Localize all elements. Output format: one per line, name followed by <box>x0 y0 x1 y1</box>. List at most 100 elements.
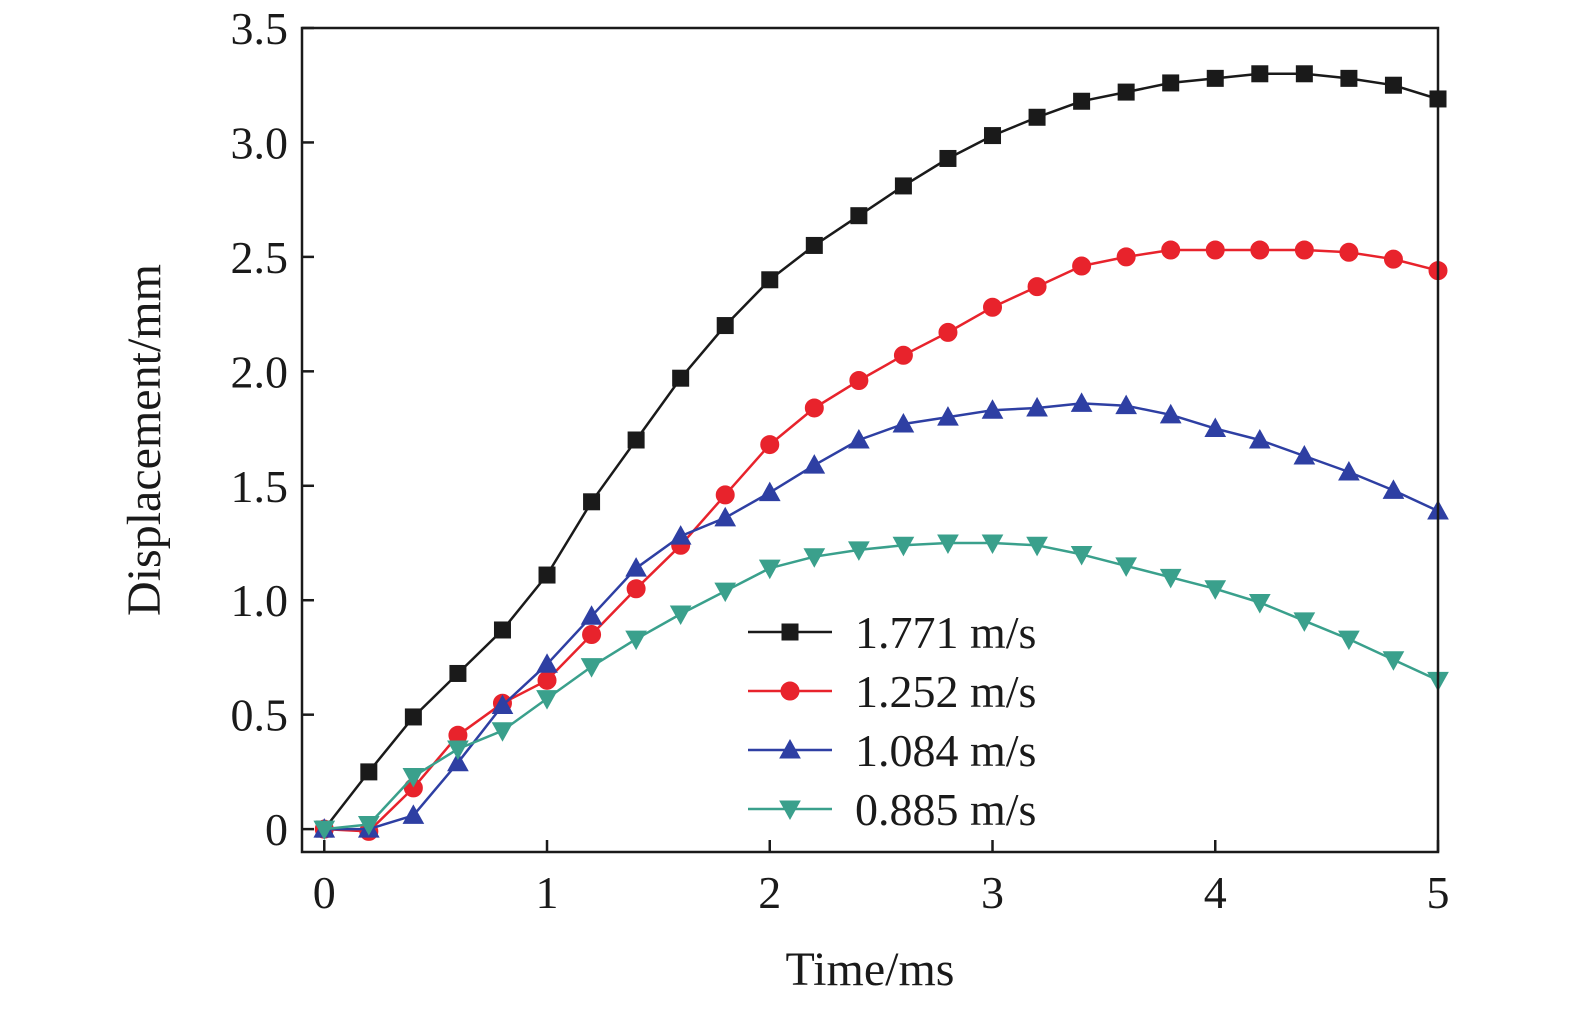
data-point <box>803 454 826 474</box>
y-tick-label: 0.5 <box>231 690 289 741</box>
data-point <box>313 820 336 841</box>
data-point <box>537 670 557 690</box>
legend-label: 1.084 m/s <box>855 725 1036 776</box>
data-point <box>1293 444 1316 465</box>
data-point <box>714 582 737 603</box>
y-tick-label: 2.5 <box>231 232 289 283</box>
data-point <box>538 566 556 584</box>
legend-marker <box>779 738 801 759</box>
data-point <box>1204 417 1227 438</box>
x-tick-label: 0 <box>313 867 336 918</box>
data-point <box>1248 594 1271 614</box>
y-tick-label: 3.0 <box>231 117 289 168</box>
data-point <box>1384 76 1402 94</box>
data-point <box>850 207 868 225</box>
data-point <box>1251 65 1269 83</box>
data-point <box>536 653 558 673</box>
data-point <box>1293 612 1316 632</box>
data-point <box>1027 277 1047 297</box>
y-axis-title: Displacement/mm <box>118 264 171 616</box>
legend: 1.771 m/s 1.252 m/s 1.084 m/s 0.885 m/s <box>748 607 1036 835</box>
data-point <box>1073 92 1091 110</box>
data-point <box>937 534 959 555</box>
data-point <box>760 435 780 455</box>
data-point <box>1295 65 1313 83</box>
data-point <box>1116 247 1136 267</box>
data-point <box>357 816 380 836</box>
legend-item: 0.885 m/s <box>748 784 1036 835</box>
data-point <box>580 658 603 678</box>
legend-item: 1.084 m/s <box>748 725 1036 776</box>
y-tick-label: 1.0 <box>231 575 289 626</box>
series-group <box>313 392 1449 838</box>
data-point <box>669 525 692 545</box>
data-point <box>1072 256 1092 276</box>
data-point <box>848 428 870 449</box>
data-point <box>626 579 646 599</box>
x-tick-label: 5 <box>1427 867 1450 918</box>
series-group <box>315 65 1447 838</box>
data-point <box>803 548 826 568</box>
data-point <box>1204 580 1227 600</box>
data-point <box>983 297 1003 317</box>
data-point <box>761 271 779 289</box>
data-point <box>491 722 514 742</box>
data-point <box>981 399 1004 419</box>
data-point <box>402 804 425 824</box>
data-point <box>758 559 781 580</box>
data-point <box>981 534 1004 555</box>
series-group <box>313 534 1449 841</box>
data-point <box>714 506 737 527</box>
y-tick-label: 0 <box>265 804 288 855</box>
data-point <box>1382 651 1405 671</box>
plot-area <box>313 65 1449 841</box>
data-point <box>1028 108 1046 126</box>
data-point <box>1248 428 1271 449</box>
data-point <box>1117 83 1135 101</box>
data-point <box>1026 396 1048 417</box>
axis-ticks: 0 1 2 3 4 5 0 0.5 1.0 1.5 2.0 2.5 3.0 3.5 <box>231 3 1450 918</box>
data-point <box>1161 240 1181 260</box>
data-point <box>849 370 869 390</box>
data-point <box>892 536 915 557</box>
data-point <box>583 493 601 511</box>
y-tick-label: 3.5 <box>231 3 289 54</box>
legend-item: 1.252 m/s <box>748 666 1036 717</box>
data-point <box>447 751 469 772</box>
data-point <box>1162 74 1180 92</box>
data-point <box>758 481 781 502</box>
data-point <box>449 664 467 682</box>
legend-label: 0.885 m/s <box>855 784 1036 835</box>
data-point <box>937 406 959 426</box>
data-point <box>848 541 870 561</box>
data-point <box>1205 240 1225 260</box>
data-point <box>892 412 915 433</box>
data-point <box>360 763 378 781</box>
data-point <box>1250 240 1270 260</box>
data-point <box>625 557 647 577</box>
data-point <box>1382 479 1405 499</box>
data-point <box>1026 536 1048 557</box>
data-point <box>1338 461 1360 481</box>
legend-marker <box>779 800 801 821</box>
data-point <box>715 485 735 505</box>
data-point <box>1115 394 1138 415</box>
x-axis-title: Time/ms <box>786 943 955 996</box>
data-point <box>627 431 645 449</box>
y-tick-label: 2.0 <box>231 346 289 397</box>
x-tick-label: 4 <box>1204 867 1227 918</box>
x-tick-label: 1 <box>536 867 559 918</box>
data-point <box>1338 630 1360 651</box>
data-point <box>404 708 422 726</box>
data-point <box>716 317 734 335</box>
plot-frame <box>300 26 1440 854</box>
data-point <box>939 149 957 167</box>
data-point <box>1340 69 1358 87</box>
data-point <box>893 345 913 365</box>
data-point <box>491 694 514 715</box>
y-tick-label: 1.5 <box>231 461 289 512</box>
data-point <box>580 605 603 625</box>
data-point <box>1339 242 1359 262</box>
x-tick-label: 3 <box>981 867 1004 918</box>
